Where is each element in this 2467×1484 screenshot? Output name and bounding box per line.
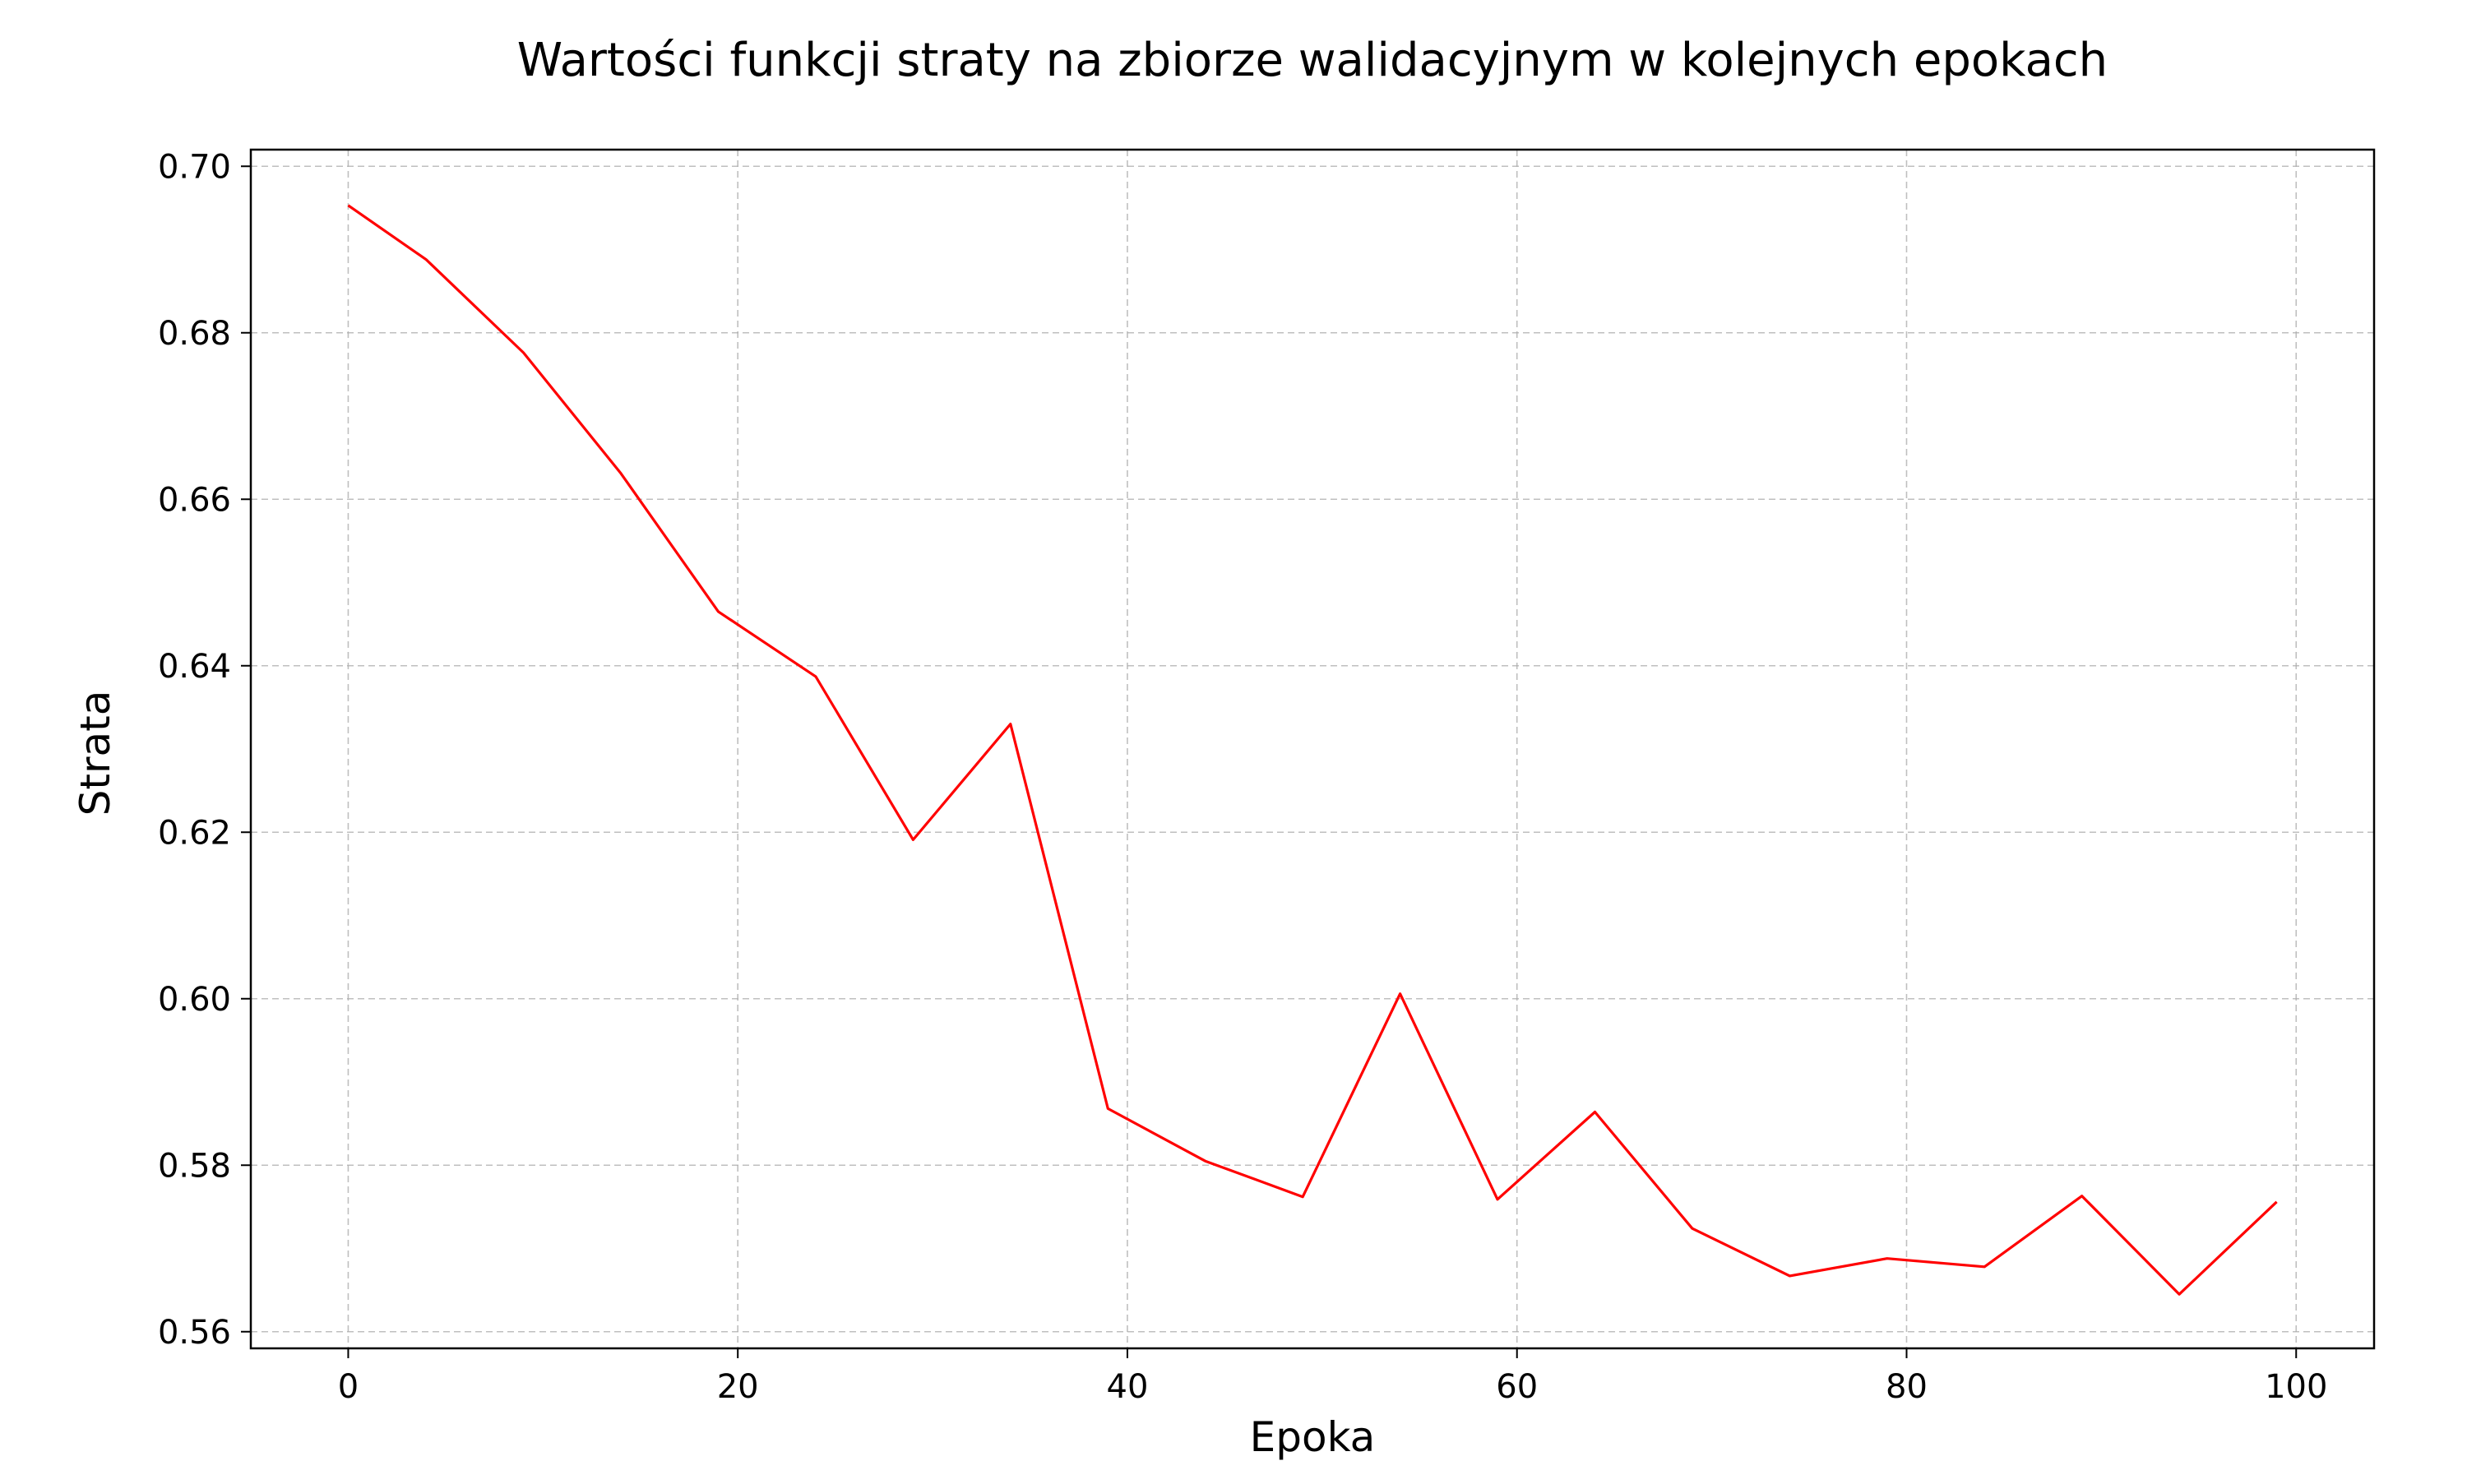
y-tick-label: 0.60 (158, 981, 231, 1019)
x-tick-label: 0 (338, 1368, 359, 1406)
x-tick-label: 40 (1107, 1368, 1149, 1406)
plot-frame (249, 148, 2376, 1350)
y-tick-label: 0.66 (158, 481, 231, 519)
chart-title: Wartości funkcji straty na zbiorze walid… (517, 34, 2108, 87)
x-axis-label: Epoka (1250, 1413, 1376, 1461)
series-line (347, 204, 2278, 1296)
x-tick-label: 60 (1496, 1368, 1538, 1406)
y-tick-label: 0.68 (158, 315, 231, 353)
x-tick-label: 80 (1886, 1368, 1928, 1406)
y-tick-label: 0.70 (158, 148, 231, 186)
y-axis-ticks: 0.56 0.58 0.60 0.62 0.64 0.66 0.68 0.70 (158, 148, 251, 1352)
y-tick-label: 0.64 (158, 648, 231, 686)
grid (251, 150, 2374, 1348)
series-layer (347, 204, 2278, 1296)
y-tick-label: 0.62 (158, 814, 231, 852)
x-tick-label: 100 (2265, 1368, 2327, 1406)
y-tick-label: 0.58 (158, 1147, 231, 1185)
x-tick-label: 20 (717, 1368, 759, 1406)
y-axis-label: Strata (72, 691, 119, 816)
y-tick-label: 0.56 (158, 1314, 231, 1352)
x-axis-ticks: 0 20 40 60 80 100 (338, 1348, 2327, 1406)
